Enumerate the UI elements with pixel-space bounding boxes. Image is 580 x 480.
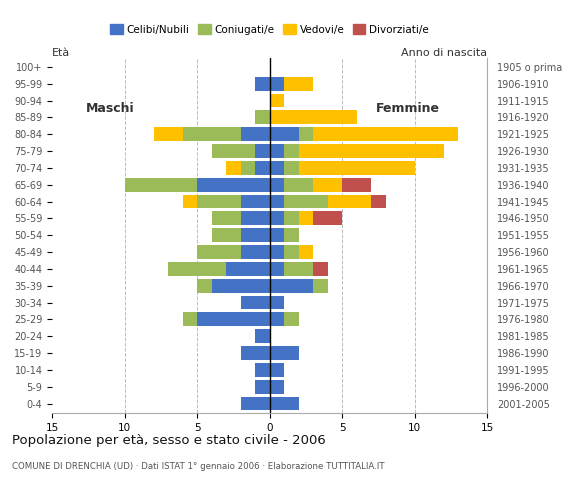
Bar	[270, 94, 284, 108]
Bar	[270, 363, 284, 377]
Text: Popolazione per età, sesso e stato civile - 2006: Popolazione per età, sesso e stato civil…	[12, 434, 325, 447]
Bar	[270, 245, 284, 259]
Bar	[226, 262, 270, 276]
Bar	[255, 380, 270, 394]
Bar	[154, 127, 183, 141]
Bar	[284, 245, 299, 259]
Bar	[371, 194, 386, 208]
Bar	[284, 228, 299, 242]
Bar	[270, 279, 313, 293]
Bar	[284, 77, 313, 91]
Bar	[125, 178, 197, 192]
Bar	[270, 127, 299, 141]
Bar	[212, 279, 270, 293]
Bar	[241, 127, 270, 141]
Text: Età: Età	[52, 48, 70, 59]
Bar	[270, 110, 357, 124]
Bar	[270, 178, 284, 192]
Bar	[342, 178, 371, 192]
Bar	[270, 161, 284, 175]
Bar	[212, 144, 255, 158]
Bar	[299, 212, 313, 225]
Bar	[241, 161, 255, 175]
Bar	[284, 178, 313, 192]
Bar	[270, 194, 284, 208]
Bar	[328, 194, 371, 208]
Bar	[255, 161, 270, 175]
Bar	[270, 396, 299, 410]
Bar	[255, 144, 270, 158]
Bar	[299, 245, 313, 259]
Bar	[212, 228, 241, 242]
Bar	[284, 161, 299, 175]
Bar	[270, 144, 284, 158]
Legend: Celibi/Nubili, Coniugati/e, Vedovi/e, Divorziati/e: Celibi/Nubili, Coniugati/e, Vedovi/e, Di…	[106, 20, 433, 39]
Bar	[241, 346, 270, 360]
Bar	[168, 262, 226, 276]
Bar	[197, 245, 241, 259]
Bar	[270, 77, 284, 91]
Bar	[284, 262, 313, 276]
Bar	[255, 77, 270, 91]
Bar	[255, 329, 270, 343]
Text: Anno di nascita: Anno di nascita	[401, 48, 487, 58]
Bar	[270, 228, 284, 242]
Bar	[284, 194, 328, 208]
Bar	[299, 144, 444, 158]
Bar	[255, 110, 270, 124]
Bar	[284, 144, 299, 158]
Bar	[270, 212, 284, 225]
Bar	[313, 178, 342, 192]
Bar	[183, 194, 197, 208]
Bar	[313, 127, 458, 141]
Bar	[241, 228, 270, 242]
Bar	[313, 262, 328, 276]
Bar	[212, 212, 241, 225]
Bar	[313, 279, 328, 293]
Bar	[241, 396, 270, 410]
Bar	[241, 194, 270, 208]
Bar	[226, 161, 241, 175]
Bar	[270, 346, 299, 360]
Bar	[255, 363, 270, 377]
Bar	[270, 380, 284, 394]
Bar	[197, 194, 241, 208]
Bar	[183, 312, 197, 326]
Bar	[313, 212, 342, 225]
Text: COMUNE DI DRENCHIA (UD) · Dati ISTAT 1° gennaio 2006 · Elaborazione TUTTITALIA.I: COMUNE DI DRENCHIA (UD) · Dati ISTAT 1° …	[12, 462, 384, 471]
Bar	[284, 312, 299, 326]
Bar	[183, 127, 241, 141]
Text: Femmine: Femmine	[375, 102, 440, 116]
Bar	[197, 178, 270, 192]
Bar	[270, 296, 284, 310]
Bar	[241, 245, 270, 259]
Bar	[284, 212, 299, 225]
Bar	[241, 296, 270, 310]
Bar	[270, 312, 284, 326]
Bar	[241, 212, 270, 225]
Bar	[299, 127, 313, 141]
Text: Maschi: Maschi	[86, 102, 135, 116]
Bar	[197, 279, 212, 293]
Bar	[299, 161, 415, 175]
Bar	[270, 262, 284, 276]
Bar	[197, 312, 270, 326]
